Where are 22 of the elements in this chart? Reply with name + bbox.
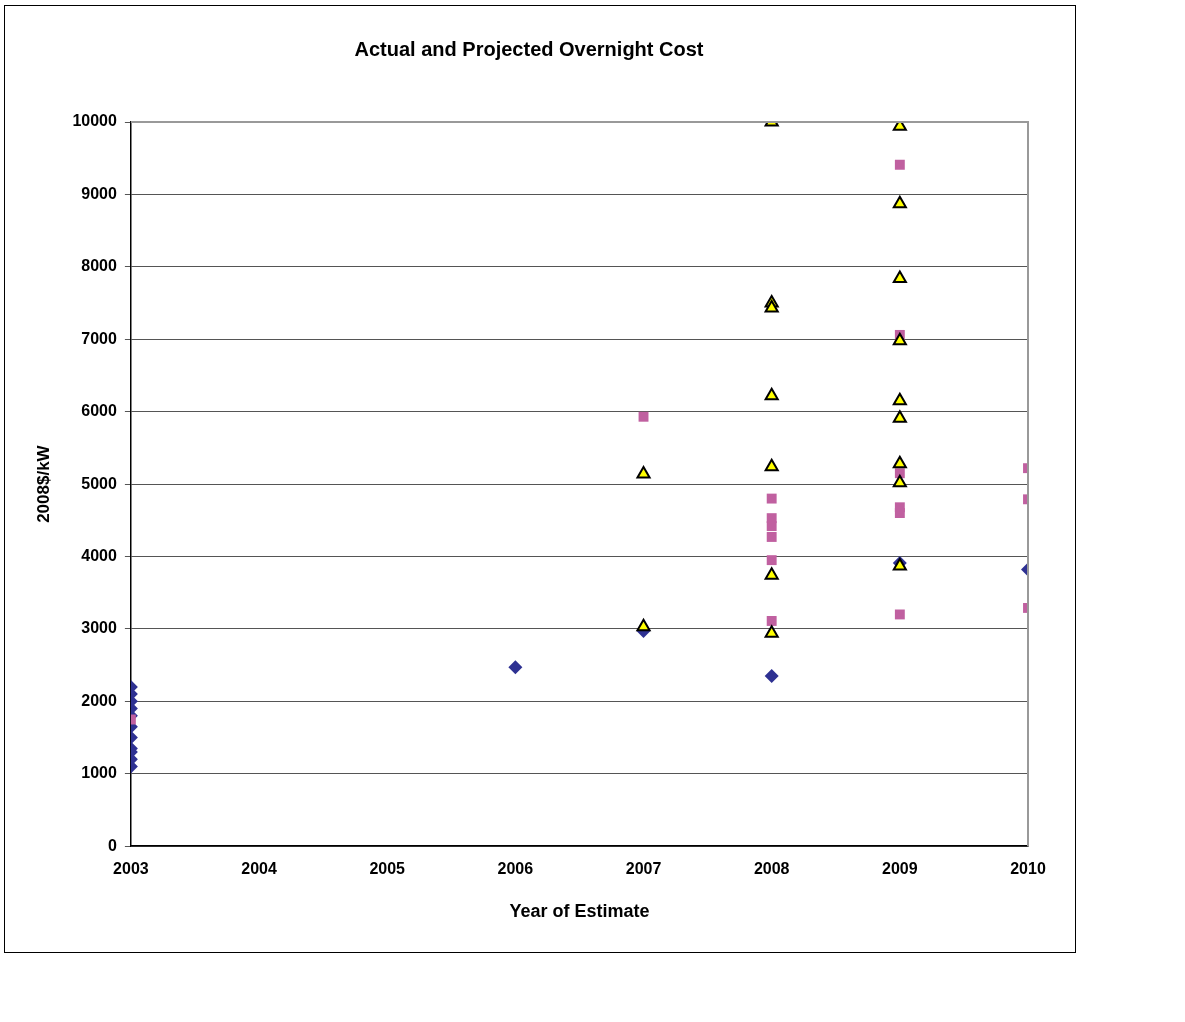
- y-axis-title: 2008$/kW: [33, 444, 53, 523]
- x-tick-label: 2003: [113, 860, 149, 878]
- y-tick-label: 4000: [81, 546, 117, 564]
- chart-title: Actual and Projected Overnight Cost: [354, 37, 704, 60]
- x-tick-label: 2010: [1010, 860, 1046, 878]
- y-tick-label: 7000: [81, 329, 117, 347]
- y-tick-label: 8000: [81, 257, 117, 275]
- y-tick-label: 1000: [81, 764, 117, 782]
- y-tick-label: 3000: [81, 619, 117, 637]
- y-tick-label: 6000: [81, 402, 117, 420]
- x-tick-label: 2007: [625, 860, 662, 878]
- y-tick-label: 9000: [81, 184, 117, 202]
- y-tick-label: 5000: [81, 474, 117, 492]
- x-tick-label: 2005: [369, 860, 406, 878]
- x-tick-label: 2009: [882, 860, 918, 878]
- y-tick-label: 2000: [81, 691, 117, 709]
- x-tick-label: 2004: [241, 860, 277, 878]
- x-axis-title: Year of Estimate: [509, 901, 650, 922]
- y-tick-label: 10000: [72, 112, 117, 130]
- y-tick-label: 0: [107, 836, 117, 854]
- x-tick-label: 2006: [497, 860, 534, 878]
- x-tick-label: 2008: [753, 860, 790, 878]
